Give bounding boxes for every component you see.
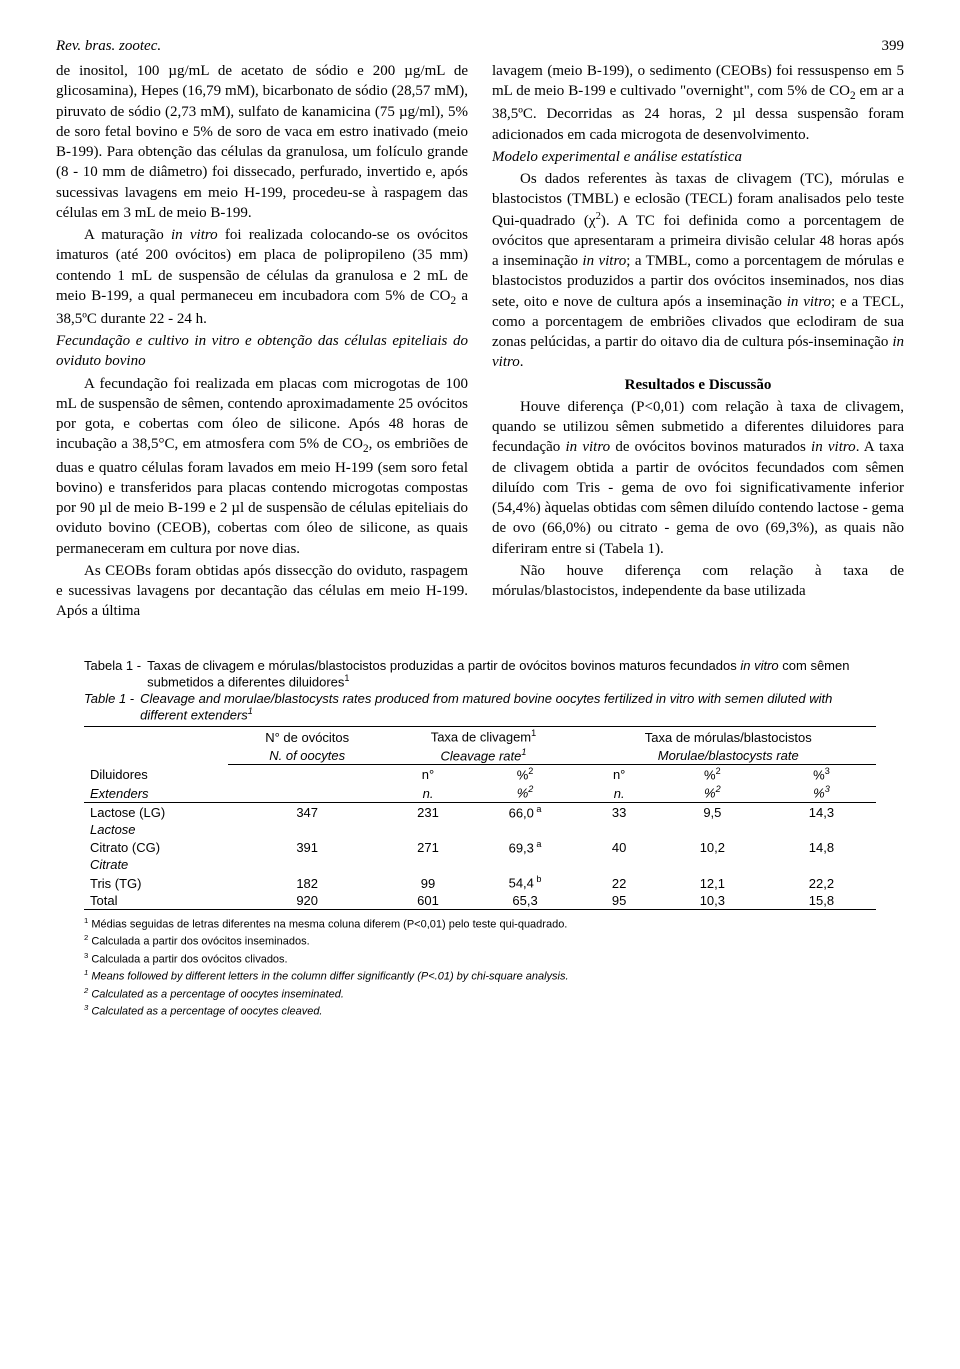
right-p2: Os dados referentes às taxas de clivagem…	[492, 169, 904, 373]
col-morulae-it: Morulae/blastocysts rate	[580, 746, 876, 765]
two-column-body: de inositol, 100 µg/mL de acetato de sód…	[56, 61, 904, 624]
table-caption-en: Table 1 - Cleavage and morulae/blastocys…	[84, 691, 876, 722]
table-row: Total92060165,39510,315,8	[84, 892, 876, 910]
col-cleavage-it: Cleavage rate1	[386, 746, 580, 765]
col-cleavage: Taxa de clivagem1	[386, 727, 580, 746]
table-row: Citrato (CG)39127169,3 a4010,214,8	[84, 838, 876, 856]
page-header: Rev. bras. zootec. 399	[56, 38, 904, 55]
data-table: N° de ovócitos Taxa de clivagem1 Taxa de…	[84, 726, 876, 909]
journal-title: Rev. bras. zootec.	[56, 38, 161, 55]
right-column: lavagem (meio B-199), o sedimento (CEOBs…	[492, 61, 904, 624]
left-subheading: Fecundação e cultivo in vitro e obtenção…	[56, 331, 468, 372]
col-morulae: Taxa de mórulas/blastocistos	[580, 727, 876, 746]
row-header-diluidores: Diluidores	[84, 764, 228, 783]
right-subheading-model: Modelo experimental e análise estatístic…	[492, 147, 904, 167]
col-n-oocytes: N° de ovócitos	[228, 727, 386, 746]
row-header-extenders: Extenders	[84, 783, 228, 802]
right-p4: Não houve diferença com relação à taxa d…	[492, 561, 904, 602]
table-caption-pt: Tabela 1 - Taxas de clivagem e mórulas/b…	[84, 658, 876, 689]
table-footnotes: 1 Médias seguidas de letras diferentes n…	[84, 916, 876, 1020]
right-p3: Houve diferença (P<0,01) com relação à t…	[492, 397, 904, 559]
table-row: Lactose	[84, 821, 876, 838]
table-1: Tabela 1 - Taxas de clivagem e mórulas/b…	[56, 658, 904, 1020]
col-n-oocytes-it: N. of oocytes	[228, 746, 386, 765]
left-p1: de inositol, 100 µg/mL de acetato de sód…	[56, 61, 468, 223]
page-number: 399	[882, 38, 905, 55]
left-p3: A fecundação foi realizada em placas com…	[56, 374, 468, 559]
right-p1: lavagem (meio B-199), o sedimento (CEOBs…	[492, 61, 904, 145]
table-row: Lactose (LG)34723166,0 a339,514,3	[84, 802, 876, 821]
table-row: Tris (TG)1829954,4 b2212,122,2	[84, 873, 876, 891]
table-row: Citrate	[84, 856, 876, 873]
right-section-results: Resultados e Discussão	[492, 375, 904, 395]
left-column: de inositol, 100 µg/mL de acetato de sód…	[56, 61, 468, 624]
left-p4: As CEOBs foram obtidas após dissecção do…	[56, 561, 468, 622]
left-p2: A maturação in vitro foi realizada coloc…	[56, 225, 468, 329]
